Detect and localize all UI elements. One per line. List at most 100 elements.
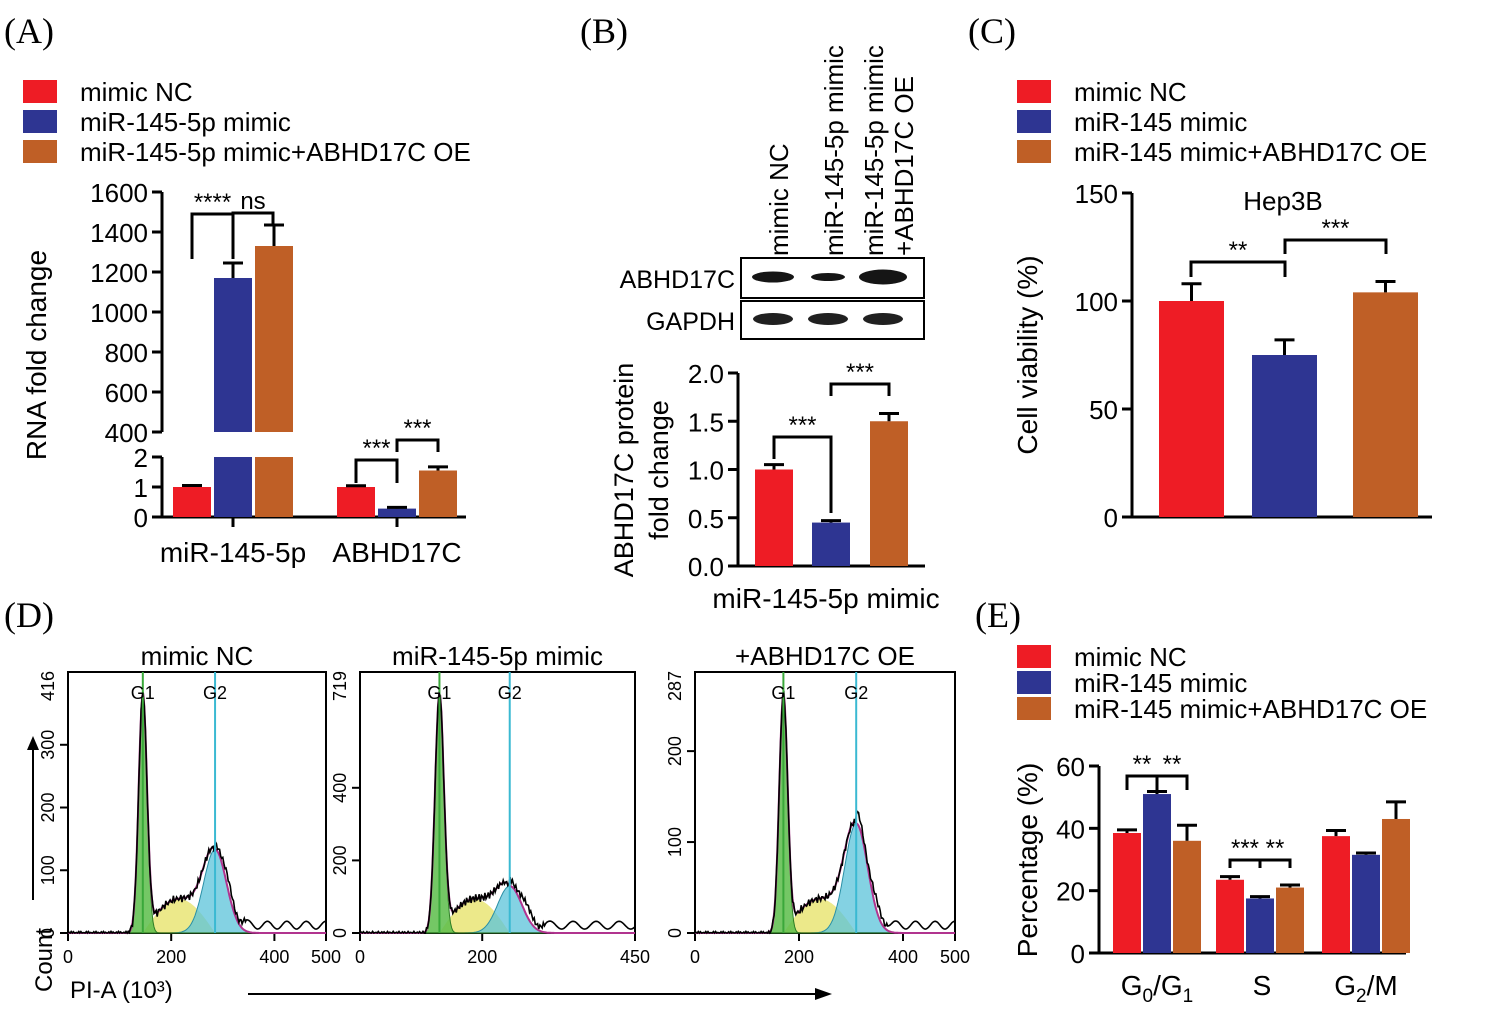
sig-a-3-line xyxy=(354,458,399,483)
panel-label-b: (B) xyxy=(580,11,628,51)
histogram-d-2: +ABHD17C OE 0 100 200 287 0 200 400 500 G1 G2 xyxy=(665,641,970,967)
tick-label-a-upper: 400 xyxy=(105,418,148,448)
x-category-e-1: S xyxy=(1253,970,1272,1001)
tick-label-d-y: 100 xyxy=(38,855,58,885)
band-gapdh xyxy=(808,313,848,325)
bar-a xyxy=(378,508,416,517)
lane-label-b-1: miR-145-5p mimic xyxy=(819,45,849,256)
x-label-b: miR-145-5p mimic xyxy=(712,583,939,614)
tick-label-d-x: 400 xyxy=(259,947,289,967)
sig-a-2-label: ns xyxy=(240,188,265,215)
legend-e-label-0: mimic NC xyxy=(1074,642,1187,672)
x-category-e-part: 2 xyxy=(1356,986,1367,1007)
tick-label-a-upper: 1200 xyxy=(90,258,148,288)
sig-b-2-line xyxy=(829,382,891,396)
s-phase-fill xyxy=(695,899,955,933)
raw-histogram xyxy=(694,690,956,935)
bar-e xyxy=(1352,854,1380,953)
tick-label-d-y: 0 xyxy=(330,928,350,938)
legend-a-swatch-0 xyxy=(23,80,57,103)
raw-histogram xyxy=(359,692,636,935)
lane-label-b-2: +ABHD17C OE xyxy=(889,76,919,256)
bar-b xyxy=(870,421,908,566)
tick-label-c: 0 xyxy=(1104,503,1118,533)
sig-b-1: *** xyxy=(772,412,833,513)
bar-c xyxy=(1353,292,1418,517)
lane-label-b-2: miR-145-5p mimic xyxy=(859,45,889,256)
tick-label-d-y: 200 xyxy=(38,792,58,822)
sig-e-3: *** xyxy=(1228,835,1262,868)
legend-e-label-1: miR-145 mimic xyxy=(1074,668,1247,698)
sig-b-2-label: *** xyxy=(846,359,874,386)
band-abhd17c xyxy=(811,273,845,281)
tick-label-d-x: 200 xyxy=(156,947,186,967)
sig-a-1-label: **** xyxy=(194,189,231,216)
sig-e-2-line xyxy=(1155,774,1189,790)
x-category-e-part: S xyxy=(1253,970,1272,1001)
tick-label-a-upper: 1400 xyxy=(90,218,148,248)
x-category-e-0: G0/G1 xyxy=(1121,970,1194,1007)
tick-label-d-x: 450 xyxy=(620,947,650,967)
sig-c-1-line xyxy=(1189,260,1287,277)
legend-e-swatch-0 xyxy=(1017,645,1051,668)
sig-b-2: *** xyxy=(829,359,891,396)
sig-e-1-label: ** xyxy=(1133,751,1152,778)
bar-b xyxy=(755,469,793,566)
legend-c-label-2: miR-145 mimic+ABHD17C OE xyxy=(1074,137,1427,167)
tick-label-e: 20 xyxy=(1056,877,1085,907)
tick-label-d-x: 0 xyxy=(690,947,700,967)
tick-label-d-y: 300 xyxy=(38,730,58,760)
x-category-e-part: G xyxy=(1121,970,1143,1001)
x-category-a: ABHD17C xyxy=(332,537,461,568)
y-axis-label-b: ABHD17C protein xyxy=(609,363,639,578)
tick-label-d-ymax: 416 xyxy=(38,671,58,701)
panel-title-d: +ABHD17C OE xyxy=(735,641,915,671)
sig-a-2-line xyxy=(231,211,275,242)
legend-a-label-1: miR-145-5p mimic xyxy=(80,107,291,137)
tick-label-c: 100 xyxy=(1075,287,1118,317)
x-category-e-part: 1 xyxy=(1183,986,1194,1007)
y-axis-label-e: Percentage (%) xyxy=(1012,763,1043,958)
sig-e-4: ** xyxy=(1258,835,1292,868)
sig-a-4-line xyxy=(395,438,440,452)
sig-a-2: ns xyxy=(231,188,275,242)
histogram-d-1: miR-145-5p mimic 0 200 400 719 0 200 450 G1 G2 xyxy=(330,641,650,967)
sig-e-2: ** xyxy=(1155,751,1189,790)
chart-title-c: Hep3B xyxy=(1243,186,1323,216)
bar-c xyxy=(1252,355,1317,517)
sig-a-1: **** xyxy=(190,189,235,259)
sig-a-3-label: *** xyxy=(362,435,390,462)
blot-row-label: ABHD17C xyxy=(620,266,735,294)
tick-label-d-x: 500 xyxy=(940,947,970,967)
sig-e-3-label: *** xyxy=(1231,835,1259,862)
legend-c-label-1: miR-145 mimic xyxy=(1074,107,1247,137)
panel-title-d: mimic NC xyxy=(141,641,254,671)
x-category-e-part: 0 xyxy=(1143,986,1154,1007)
band-abhd17c xyxy=(859,269,907,285)
tick-label-a-lower: 0 xyxy=(134,503,148,533)
sig-c-2-line xyxy=(1283,238,1388,254)
peak-label-g2: G2 xyxy=(844,683,868,703)
tick-label-d-x: 200 xyxy=(467,947,497,967)
tick-label-d-y: 400 xyxy=(330,773,350,803)
tick-label-e: 60 xyxy=(1056,752,1085,782)
sig-b-1-line xyxy=(772,435,833,513)
tick-label-d-x: 0 xyxy=(355,947,365,967)
tick-label-d-x: 0 xyxy=(63,947,73,967)
histogram-d-0: mimic NC 0 100 200 300 416 0 200 400 500 G1 G2 xyxy=(38,641,341,967)
legend-e-swatch-1 xyxy=(1017,671,1051,694)
legend-c-swatch-2 xyxy=(1017,140,1051,163)
x-arrowhead-d xyxy=(815,988,832,1000)
panel-label-c: (C) xyxy=(968,11,1016,51)
tick-label-a-upper: 1600 xyxy=(90,178,148,208)
tick-label-a-upper: 800 xyxy=(105,338,148,368)
tick-label-b: 0.5 xyxy=(688,504,724,534)
sig-e-2-label: ** xyxy=(1163,751,1182,778)
panel-label-d: (D) xyxy=(4,595,54,635)
lane-label-b-0: mimic NC xyxy=(764,143,794,256)
sig-a-4: *** xyxy=(395,415,440,452)
legend-c-swatch-1 xyxy=(1017,110,1051,133)
tick-label-d-ymax: 287 xyxy=(665,671,685,701)
y-axis-label-d: Count xyxy=(31,928,58,992)
